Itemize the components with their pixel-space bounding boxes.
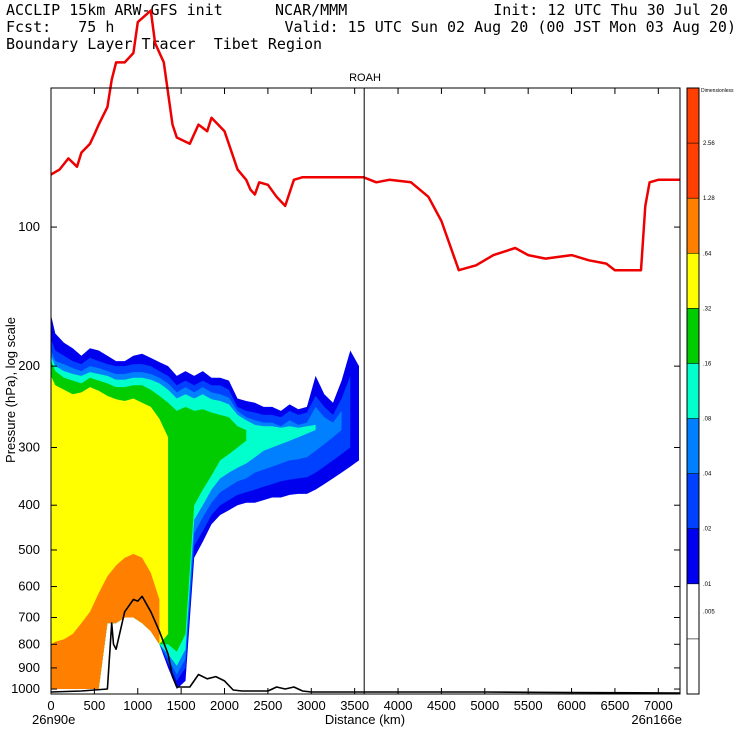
y-tick-label: 800 — [18, 636, 40, 651]
colorbar-box-6 — [687, 418, 699, 474]
chart-lines — [50, 9, 681, 694]
y-tick-label: 200 — [18, 358, 40, 373]
y-axis-label: Pressure (hPa), log scale — [3, 317, 18, 463]
x-start-label: 26n90e — [32, 712, 75, 727]
x-tick-label: 2500 — [253, 698, 282, 713]
x-tick-label: 1500 — [167, 698, 196, 713]
y-tick-label: 500 — [18, 542, 40, 557]
y-tick-label: 1000 — [11, 681, 40, 696]
x-tick-label: 5000 — [470, 698, 499, 713]
header-line2-right: Valid: 15 UTC Sun 02 Aug 20 (00 JST Mon … — [284, 18, 736, 36]
x-tick-label: 3000 — [297, 698, 326, 713]
y-tick-label: 600 — [18, 579, 40, 594]
colorbar-box-8 — [687, 528, 699, 584]
colorbar-level-label: 2.56 — [703, 141, 715, 147]
chart-title: ROAH — [349, 72, 381, 84]
colorbar-frame — [686, 87, 700, 695]
x-tick-label: 4000 — [384, 698, 413, 713]
x-tick-label: 1000 — [123, 698, 152, 713]
x-tick-label: 3500 — [340, 698, 369, 713]
header-line3-left: Boundary Layer Tracer Tibet Region — [6, 35, 323, 53]
x-end-label: 26n166e — [631, 712, 682, 727]
chart-axes: 0 500 1000 1500 2000 2500 3000 3500 4000 4500 5000… — [11, 87, 681, 713]
y-tick-label: 100 — [18, 219, 40, 234]
colorbar-level-label: .32 — [703, 306, 712, 312]
plot-frame — [50, 87, 681, 695]
colorbar-box-2 — [687, 198, 699, 254]
header-line1-mid: NCAR/MMM — [275, 1, 348, 19]
colorbar-level-label: .08 — [703, 417, 712, 423]
colorbar-box-7 — [687, 473, 699, 529]
colorbar-level-label: .64 — [703, 251, 712, 257]
colorbar-level-label: .005 — [703, 609, 715, 615]
colorbar-level-label: .02 — [703, 527, 712, 533]
colorbar-level-label: .01 — [703, 582, 712, 588]
header-line1-left: ACCLIP 15km ARW-GFS init — [6, 1, 223, 19]
x-axis-label: Distance (km) — [325, 712, 405, 727]
header-line1-right: Init: 12 UTC Thu 30 Jul 20 — [493, 1, 728, 19]
x-tick-label: 2000 — [210, 698, 239, 713]
x-tick-label: 0 — [47, 698, 54, 713]
colorbar-box-9 — [687, 583, 699, 639]
colorbar-level-label: .04 — [703, 472, 712, 478]
colorbar-box-4 — [687, 308, 699, 364]
y-tick-label: 400 — [18, 497, 40, 512]
colorbar-box-1 — [687, 143, 699, 199]
header-line2-left: Fcst: 75 h — [6, 18, 115, 36]
y-tick-label: 700 — [18, 609, 40, 624]
tracer-shading — [51, 315, 359, 689]
x-tick-label: 6000 — [557, 698, 586, 713]
colorbar-box-5 — [687, 363, 699, 419]
colorbar-box-3 — [687, 253, 699, 309]
data-line-1 — [50, 595, 681, 694]
colorbar-title: Dimensionless — [701, 88, 734, 94]
x-tick-label: 500 — [84, 698, 106, 713]
data-line-0 — [50, 9, 680, 272]
x-tick-label: 7000 — [644, 698, 673, 713]
colorbar: Dimensionless 2.56 1.28 .64 .32 .16 .08 .04 .02.… — [686, 87, 734, 695]
colorbar-level-label: 1.28 — [703, 196, 715, 202]
x-tick-label: 4500 — [427, 698, 456, 713]
tracer-band-6 — [51, 553, 160, 689]
y-tick-label: 300 — [18, 439, 40, 454]
x-tick-label: 6500 — [600, 698, 629, 713]
y-tick-label: 900 — [18, 660, 40, 675]
colorbar-box-10 — [687, 638, 699, 694]
colorbar-box-0 — [687, 88, 699, 144]
colorbar-level-label: .16 — [703, 361, 712, 367]
x-tick-label: 5500 — [514, 698, 543, 713]
